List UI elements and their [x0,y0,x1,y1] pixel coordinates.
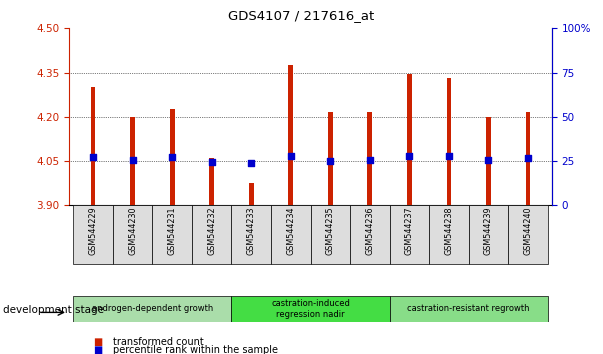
Bar [113,205,153,264]
Bar [153,205,192,264]
Point [128,157,137,162]
Bar [429,205,469,264]
Bar [74,205,113,264]
Text: GDS4107 / 217616_at: GDS4107 / 217616_at [229,9,374,22]
Text: GSM544231: GSM544231 [168,206,177,255]
Bar [508,205,548,264]
Point [88,154,98,159]
Bar [90,87,95,205]
Bar [130,117,135,205]
Point [167,154,177,159]
Bar [328,113,333,205]
Text: percentile rank within the sample: percentile rank within the sample [113,346,278,354]
Text: GSM544239: GSM544239 [484,206,493,255]
Text: castration-induced
regression nadir: castration-induced regression nadir [271,299,350,319]
Bar [407,74,412,205]
Bar [74,296,232,322]
Point [523,155,533,161]
Bar [526,113,531,205]
Bar [447,79,451,205]
Bar [367,113,372,205]
Text: transformed count: transformed count [113,337,203,347]
Point [326,158,335,164]
Point [207,159,216,165]
Text: GSM544229: GSM544229 [89,206,98,255]
Point [365,158,374,163]
Bar [232,205,271,264]
Bar [271,205,311,264]
Bar [288,65,293,205]
Text: GSM544240: GSM544240 [523,206,532,255]
Text: androgen-dependent growth: androgen-dependent growth [92,304,213,313]
Point [484,157,493,162]
Bar [249,183,254,205]
Bar [170,109,174,205]
Text: GSM544230: GSM544230 [128,206,137,255]
Text: development stage: development stage [3,305,104,315]
Text: GSM544233: GSM544233 [247,206,256,255]
Text: GSM544237: GSM544237 [405,206,414,255]
Bar [469,205,508,264]
Text: GSM544234: GSM544234 [286,206,295,255]
Text: GSM544236: GSM544236 [365,206,374,255]
Bar [390,205,429,264]
Text: ■: ■ [93,337,103,347]
Point [286,153,295,159]
Text: GSM544232: GSM544232 [207,206,216,255]
Text: GSM544235: GSM544235 [326,206,335,255]
Text: castration-resistant regrowth: castration-resistant regrowth [408,304,530,313]
Point [247,161,256,166]
Bar [311,205,350,264]
Bar [486,117,491,205]
Point [405,153,414,159]
Bar [350,205,390,264]
Bar [192,205,232,264]
Bar [209,158,214,205]
Point [444,153,454,159]
Text: GSM544238: GSM544238 [444,206,453,255]
Bar [390,296,548,322]
Text: ■: ■ [93,346,103,354]
Bar [232,296,390,322]
